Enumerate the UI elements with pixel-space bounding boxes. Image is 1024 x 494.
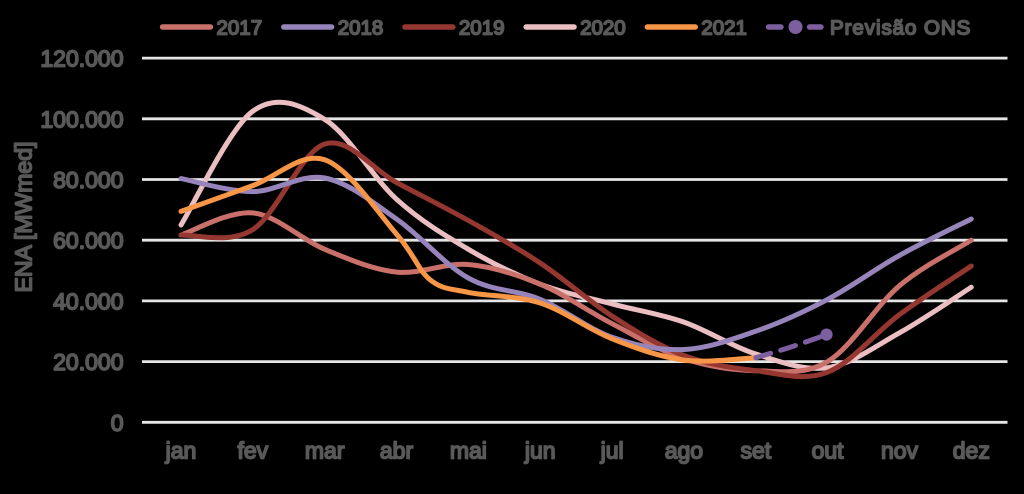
svg-text:mar: mar [305, 438, 345, 464]
svg-text:ENA [MWmed]: ENA [MWmed] [11, 142, 37, 293]
svg-text:jan: jan [165, 438, 197, 464]
svg-text:2019: 2019 [459, 17, 505, 40]
svg-text:jun: jun [524, 438, 556, 464]
svg-text:120.000: 120.000 [40, 46, 123, 72]
svg-text:80.000: 80.000 [53, 167, 123, 193]
svg-text:fev: fev [237, 438, 268, 464]
svg-text:ago: ago [665, 438, 703, 464]
svg-text:0: 0 [111, 410, 124, 436]
svg-text:mai: mai [450, 438, 487, 464]
svg-text:60.000: 60.000 [53, 228, 123, 254]
svg-text:2018: 2018 [338, 17, 384, 40]
svg-text:out: out [812, 438, 845, 464]
svg-text:dez: dez [953, 438, 990, 464]
svg-text:40.000: 40.000 [53, 288, 123, 314]
svg-text:20.000: 20.000 [53, 349, 123, 375]
svg-text:Previsão ONS: Previsão ONS [830, 17, 971, 40]
svg-text:2021: 2021 [701, 17, 747, 40]
svg-text:100.000: 100.000 [40, 106, 123, 132]
svg-text:jul: jul [600, 438, 624, 464]
svg-text:2020: 2020 [580, 17, 626, 40]
svg-text:abr: abr [380, 438, 414, 464]
svg-text:2017: 2017 [217, 17, 263, 40]
svg-text:set: set [740, 438, 771, 464]
svg-text:nov: nov [881, 438, 919, 464]
